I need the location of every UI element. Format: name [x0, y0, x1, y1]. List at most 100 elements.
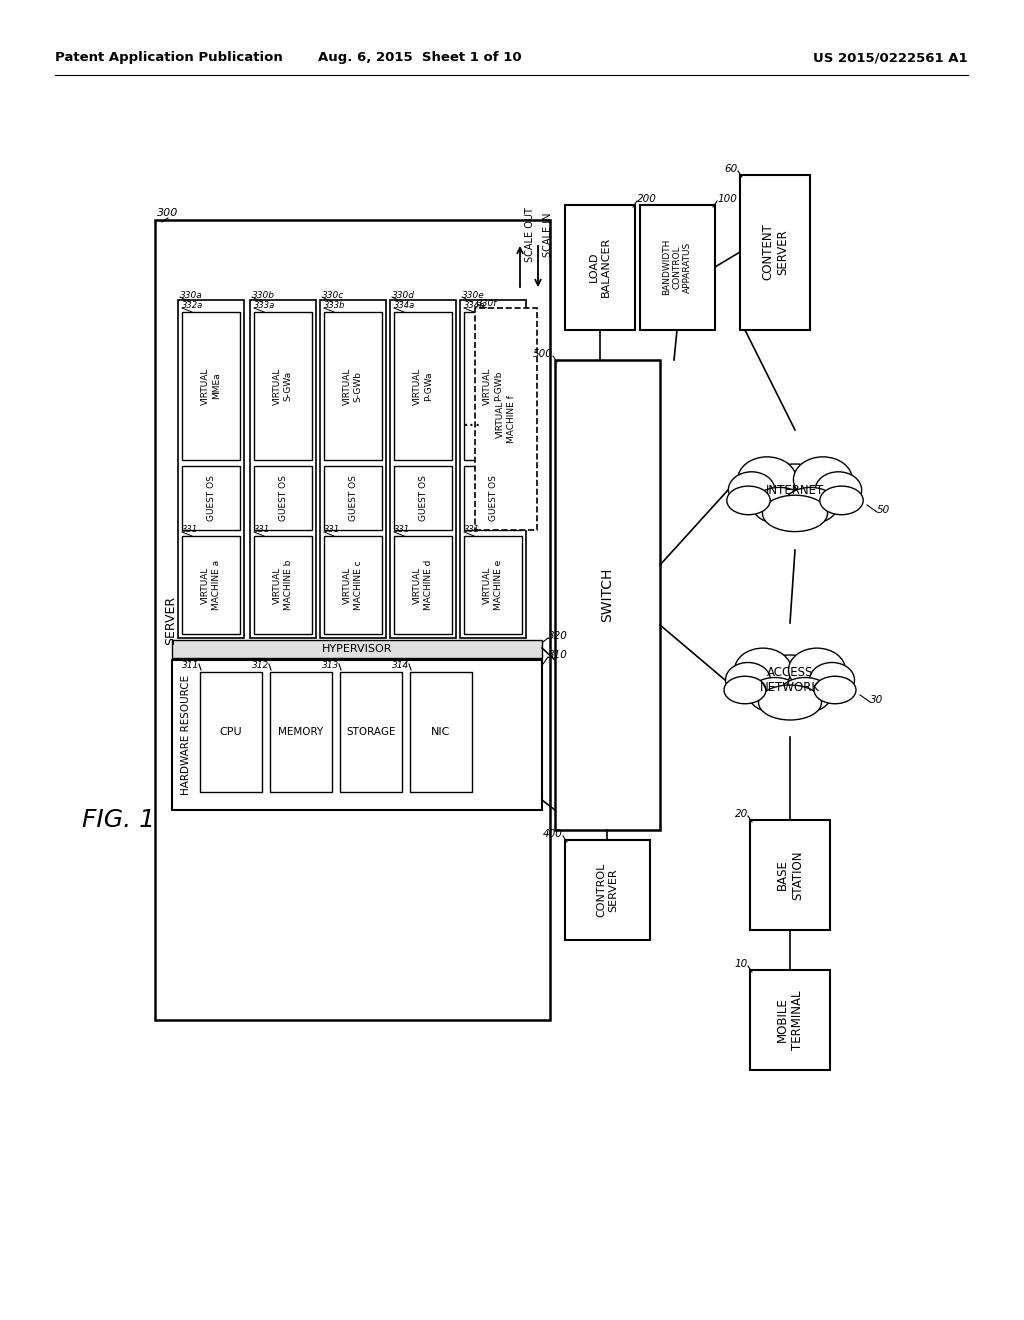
- Text: 200: 200: [637, 194, 656, 205]
- Text: STORAGE: STORAGE: [346, 727, 395, 737]
- Text: VIRTUAL
S-GWa: VIRTUAL S-GWa: [273, 367, 293, 405]
- Text: HYPERVISOR: HYPERVISOR: [322, 644, 392, 653]
- Ellipse shape: [753, 655, 827, 705]
- Text: 310: 310: [548, 649, 568, 660]
- Bar: [324, 466, 382, 531]
- Bar: [172, 640, 542, 657]
- Text: 311: 311: [181, 661, 199, 671]
- Ellipse shape: [734, 648, 792, 692]
- Text: 313: 313: [322, 661, 339, 671]
- Text: US 2015/0222561 A1: US 2015/0222561 A1: [813, 51, 968, 65]
- Ellipse shape: [724, 676, 766, 704]
- Bar: [250, 300, 316, 638]
- Text: 50: 50: [877, 506, 890, 515]
- Text: BANDWIDTH
CONTROL
APPARATUS: BANDWIDTH CONTROL APPARATUS: [663, 239, 692, 296]
- Bar: [464, 312, 522, 459]
- Ellipse shape: [810, 663, 854, 697]
- Bar: [460, 300, 526, 638]
- Bar: [410, 672, 472, 792]
- Text: VIRTUAL
MACHINE d: VIRTUAL MACHINE d: [414, 560, 433, 610]
- Bar: [254, 312, 312, 459]
- Text: SCALE IN: SCALE IN: [543, 213, 553, 257]
- Bar: [750, 820, 830, 931]
- Ellipse shape: [788, 648, 846, 692]
- Ellipse shape: [814, 676, 856, 704]
- Text: 330b: 330b: [252, 290, 275, 300]
- Text: Patent Application Publication: Patent Application Publication: [55, 51, 283, 65]
- Bar: [182, 466, 240, 531]
- Text: 320: 320: [548, 631, 568, 642]
- Text: VIRTUAL
MACHINE f: VIRTUAL MACHINE f: [497, 395, 516, 444]
- Bar: [172, 660, 542, 810]
- Text: 330e: 330e: [462, 290, 484, 300]
- Text: CONTROL
SERVER: CONTROL SERVER: [596, 863, 617, 917]
- Bar: [640, 205, 715, 330]
- Text: 330c: 330c: [322, 290, 344, 300]
- Text: 312: 312: [252, 661, 269, 671]
- Text: 334b: 334b: [464, 301, 485, 310]
- Text: GUEST OS: GUEST OS: [488, 475, 498, 521]
- Text: GUEST OS: GUEST OS: [348, 475, 357, 521]
- Text: SWITCH: SWITCH: [600, 568, 614, 622]
- Bar: [182, 536, 240, 634]
- Bar: [475, 308, 537, 531]
- Ellipse shape: [820, 486, 863, 515]
- Bar: [750, 970, 830, 1071]
- Bar: [178, 300, 244, 638]
- Text: 330d: 330d: [392, 290, 415, 300]
- Bar: [394, 312, 452, 459]
- Text: VIRTUAL
MACHINE c: VIRTUAL MACHINE c: [343, 560, 362, 610]
- Text: 330f: 330f: [477, 298, 498, 308]
- Text: LOAD
BALANCER: LOAD BALANCER: [589, 236, 610, 297]
- Bar: [155, 220, 550, 1020]
- Bar: [254, 466, 312, 531]
- Text: 500: 500: [534, 348, 553, 359]
- Ellipse shape: [759, 685, 821, 719]
- Text: 300: 300: [157, 209, 178, 218]
- Text: ACCESS
NETWORK: ACCESS NETWORK: [760, 667, 820, 694]
- Ellipse shape: [737, 457, 797, 503]
- Bar: [270, 672, 332, 792]
- Bar: [319, 300, 386, 638]
- Ellipse shape: [778, 677, 831, 713]
- Text: FIG. 1: FIG. 1: [82, 808, 155, 832]
- Bar: [324, 312, 382, 459]
- Bar: [390, 300, 456, 638]
- Bar: [182, 312, 240, 459]
- Text: VIRTUAL
S-GWb: VIRTUAL S-GWb: [343, 367, 362, 405]
- Text: 331: 331: [464, 525, 480, 535]
- Text: VIRTUAL
MMEa: VIRTUAL MMEa: [202, 367, 221, 405]
- Text: 330a: 330a: [180, 290, 203, 300]
- Text: 30: 30: [870, 696, 884, 705]
- Text: VIRTUAL
MACHINE a: VIRTUAL MACHINE a: [202, 560, 221, 610]
- Text: CPU: CPU: [220, 727, 243, 737]
- Bar: [555, 360, 660, 830]
- Text: CONTENT
SERVER: CONTENT SERVER: [761, 223, 790, 280]
- Text: 60: 60: [725, 164, 738, 174]
- Text: MEMORY: MEMORY: [279, 727, 324, 737]
- Bar: [394, 466, 452, 531]
- Text: 314: 314: [392, 661, 409, 671]
- Text: GUEST OS: GUEST OS: [279, 475, 288, 521]
- Bar: [565, 205, 635, 330]
- Ellipse shape: [749, 677, 801, 713]
- Text: 331: 331: [324, 525, 340, 535]
- Text: VIRTUAL
MACHINE b: VIRTUAL MACHINE b: [273, 560, 293, 610]
- Text: HARDWARE RESOURCE: HARDWARE RESOURCE: [181, 675, 191, 795]
- Ellipse shape: [725, 663, 770, 697]
- Ellipse shape: [728, 471, 775, 508]
- Bar: [324, 536, 382, 634]
- Bar: [740, 176, 810, 330]
- Ellipse shape: [815, 471, 861, 508]
- Text: GUEST OS: GUEST OS: [419, 475, 427, 521]
- Text: 331: 331: [394, 525, 411, 535]
- Text: 333b: 333b: [324, 301, 345, 310]
- Ellipse shape: [794, 457, 852, 503]
- Bar: [565, 840, 650, 940]
- Text: NIC: NIC: [431, 727, 451, 737]
- Text: SCALE OUT: SCALE OUT: [525, 207, 535, 263]
- Text: 332a: 332a: [182, 301, 203, 310]
- Ellipse shape: [753, 487, 807, 524]
- Text: VIRTUAL
MACHINE e: VIRTUAL MACHINE e: [483, 560, 503, 610]
- Bar: [340, 672, 402, 792]
